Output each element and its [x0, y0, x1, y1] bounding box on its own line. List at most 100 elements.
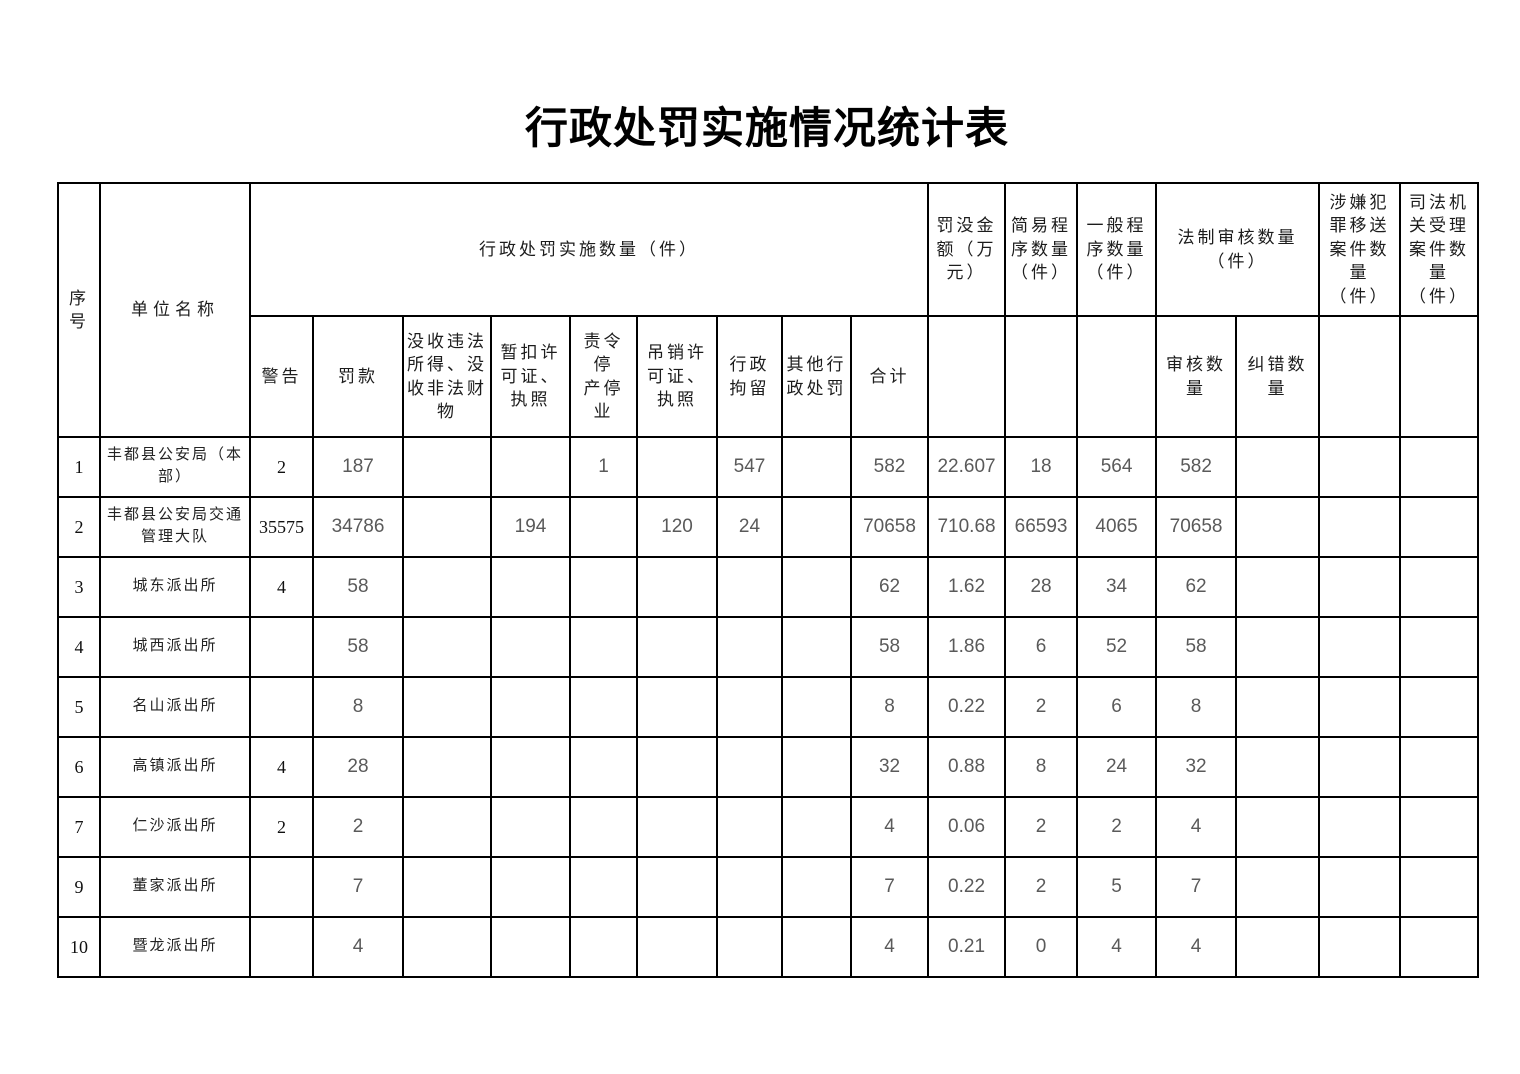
cell-total: 4	[849, 916, 930, 978]
cell-unit: 城西派出所	[99, 616, 251, 678]
header-accepted-cases: 司法机 关受理 案件数 量 （件）	[1399, 182, 1480, 317]
cell-other-penalty	[781, 616, 852, 678]
header-legal-review-group: 法制审核数量 （件）	[1155, 182, 1321, 317]
cell-seq: 6	[57, 736, 101, 798]
cell-fine-amount: 0.88	[927, 736, 1007, 798]
cell-total: 8	[849, 676, 930, 738]
cell-transfer-cases	[1318, 676, 1402, 738]
cell-seq: 4	[57, 616, 101, 678]
cell-correction-count	[1235, 796, 1321, 858]
header-empty-fine-amount	[927, 315, 1007, 438]
cell-total: 70658	[849, 496, 930, 558]
cell-halt-business	[569, 556, 638, 618]
cell-correction-count	[1235, 556, 1321, 618]
cell-seq: 9	[57, 856, 101, 918]
cell-fine-amount: 710.68	[927, 496, 1007, 558]
cell-revoke-license	[636, 556, 718, 618]
page-title: 行政处罚实施情况统计表	[525, 106, 1009, 153]
header-halt-business: 责令停 产停业	[569, 315, 638, 438]
cell-other-penalty	[781, 676, 852, 738]
cell-halt-business: 1	[569, 436, 638, 498]
cell-other-penalty	[781, 916, 852, 978]
header-review-count: 审核数 量	[1155, 315, 1238, 438]
table-row: 2 丰都县公安局交通 管理大队 35575 34786 194 120 24 70658 710…	[57, 496, 1480, 558]
header-empty-accepted-cases	[1399, 315, 1480, 438]
cell-detention	[716, 556, 783, 618]
cell-seq: 7	[57, 796, 101, 858]
cell-fine-amount: 1.86	[927, 616, 1007, 678]
table-row: 4 城西派出所 58 58 1.86 6 52 58	[57, 616, 1480, 678]
cell-summary-procedure: 8	[1004, 736, 1079, 798]
cell-general-procedure: 52	[1076, 616, 1158, 678]
cell-warning: 4	[249, 736, 314, 798]
cell-detention	[716, 916, 783, 978]
cell-revoke-license: 120	[636, 496, 718, 558]
cell-transfer-cases	[1318, 916, 1402, 978]
cell-transfer-cases	[1318, 496, 1402, 558]
cell-review-count: 32	[1155, 736, 1238, 798]
cell-confiscation	[402, 676, 492, 738]
cell-warning	[249, 856, 314, 918]
cell-confiscation	[402, 916, 492, 978]
cell-fine: 2	[312, 796, 404, 858]
header-row-2: 警告 罚款 没收违法 所得、没 收非法财 物 暂扣许 可证、 执照 责令停 产停…	[58, 315, 1480, 438]
cell-confiscation	[402, 736, 492, 798]
cell-warning: 2	[249, 796, 314, 858]
cell-unit: 丰都县公安局（本 部）	[99, 436, 251, 498]
cell-suspend-license	[490, 436, 571, 498]
cell-general-procedure: 2	[1076, 796, 1158, 858]
header-revoke-license: 吊销许 可证、 执照	[636, 315, 718, 438]
cell-suspend-license	[490, 676, 571, 738]
cell-halt-business	[569, 796, 638, 858]
cell-review-count: 62	[1155, 556, 1238, 618]
cell-review-count: 7	[1155, 856, 1238, 918]
cell-warning: 4	[249, 556, 314, 618]
cell-seq: 10	[57, 916, 101, 978]
header-transfer-cases: 涉嫌犯 罪移送 案件数 量 （件）	[1318, 182, 1402, 317]
cell-review-count: 70658	[1155, 496, 1238, 558]
cell-total: 32	[849, 736, 930, 798]
cell-revoke-license	[636, 856, 718, 918]
cell-confiscation	[402, 556, 492, 618]
cell-other-penalty	[781, 796, 852, 858]
table-row: 7 仁沙派出所 2 2 4 0.06 2 2 4	[57, 796, 1480, 858]
cell-review-count: 8	[1155, 676, 1238, 738]
cell-revoke-license	[636, 616, 718, 678]
cell-total: 58	[849, 616, 930, 678]
header-total: 合计	[849, 315, 930, 438]
cell-unit: 仁沙派出所	[99, 796, 251, 858]
header-other-penalty: 其他行 政处罚	[781, 315, 852, 438]
cell-summary-procedure: 18	[1004, 436, 1079, 498]
table-row: 9 董家派出所 7 7 0.22 2 5 7	[57, 856, 1480, 918]
cell-general-procedure: 24	[1076, 736, 1158, 798]
header-empty-summary-procedure	[1004, 315, 1079, 438]
cell-transfer-cases	[1318, 616, 1402, 678]
cell-revoke-license	[636, 736, 718, 798]
cell-correction-count	[1235, 856, 1321, 918]
cell-correction-count	[1235, 916, 1321, 978]
cell-general-procedure: 564	[1076, 436, 1158, 498]
cell-seq: 3	[57, 556, 101, 618]
cell-fine: 7	[312, 856, 404, 918]
cell-accepted-cases	[1399, 436, 1480, 498]
header-correction-count: 纠错数 量	[1235, 315, 1321, 438]
cell-transfer-cases	[1318, 796, 1402, 858]
cell-accepted-cases	[1399, 676, 1480, 738]
cell-fine: 58	[312, 616, 404, 678]
cell-summary-procedure: 2	[1004, 856, 1079, 918]
cell-suspend-license	[490, 556, 571, 618]
cell-unit: 城东派出所	[99, 556, 251, 618]
cell-review-count: 58	[1155, 616, 1238, 678]
header-empty-transfer-cases	[1318, 315, 1402, 438]
cell-suspend-license	[490, 616, 571, 678]
table-header: 序 号 单位名称 行政处罚实施数量（件） 罚没金 额（万 元） 简易程 序数量 …	[57, 182, 1480, 438]
cell-seq: 1	[57, 436, 101, 498]
header-penalty-group: 行政处罚实施数量（件）	[248, 182, 930, 317]
header-summary-procedure: 简易程 序数量 （件）	[1004, 182, 1079, 317]
cell-review-count: 582	[1155, 436, 1238, 498]
cell-summary-procedure: 66593	[1004, 496, 1079, 558]
cell-halt-business	[569, 496, 638, 558]
cell-seq: 2	[57, 496, 101, 558]
cell-summary-procedure: 0	[1004, 916, 1079, 978]
